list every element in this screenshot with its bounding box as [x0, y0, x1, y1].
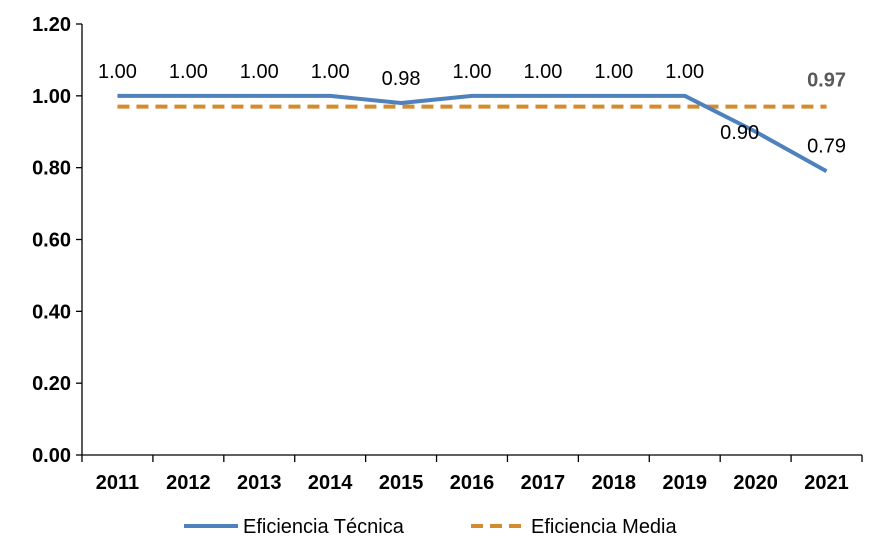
data-label-eficiencia-tecnica: 1.00	[594, 61, 633, 83]
legend-label-eficiencia-tecnica: Eficiencia Técnica	[243, 516, 405, 538]
x-tick-label: 2017	[521, 472, 566, 494]
y-tick-label: 0.00	[32, 445, 71, 467]
data-label-eficiencia-tecnica: 0.90	[720, 122, 759, 144]
data-labels: 1.00 1.00 1.00 1.00 0.98 1.00 1.00 1.00 1.00 0.90…	[98, 61, 846, 157]
data-label-eficiencia-media: 0.97	[807, 70, 846, 92]
data-label-eficiencia-tecnica: 1.00	[240, 61, 279, 83]
x-tick-label: 2016	[450, 472, 495, 494]
series-line-eficiencia-tecnica	[117, 93, 828, 174]
x-tick-label: 2021	[804, 472, 849, 494]
y-tick-label: 0.80	[32, 158, 71, 180]
data-label-eficiencia-tecnica: 1.00	[169, 61, 208, 83]
chart-axes	[81, 24, 862, 456]
legend-label-eficiencia-media: Eficiencia Media	[531, 516, 678, 538]
x-tick-label: 2011	[96, 472, 139, 494]
y-tick-label: 1.20	[32, 14, 71, 36]
x-tick-label: 2014	[308, 472, 353, 494]
y-tick-label: 0.40	[32, 301, 71, 323]
y-axis-ticks: 0.00 0.20 0.40 0.60 0.80 1.00 1.20	[32, 14, 82, 467]
data-label-eficiencia-tecnica: 0.98	[382, 68, 421, 90]
chart-legend: Eficiencia Técnica Eficiencia Media	[184, 516, 678, 538]
y-tick-label: 0.60	[32, 230, 71, 252]
data-label-eficiencia-tecnica: 1.00	[665, 61, 704, 83]
data-label-eficiencia-tecnica: 1.00	[523, 61, 562, 83]
data-label-eficiencia-tecnica: 0.79	[807, 135, 846, 157]
x-tick-label: 2013	[237, 472, 282, 494]
y-tick-label: 1.00	[32, 86, 71, 108]
x-tick-label: 2019	[662, 472, 707, 494]
y-tick-label: 0.20	[32, 373, 71, 395]
x-tick-label: 2015	[379, 472, 424, 494]
x-axis-ticks: 2011 2012 2013 2014 2015 2016 2017 2018 2019 2020…	[81, 455, 863, 494]
data-label-eficiencia-tecnica: 1.00	[453, 61, 492, 83]
chart-series	[117, 93, 828, 174]
x-tick-label: 2012	[166, 472, 211, 494]
x-tick-label: 2018	[592, 472, 637, 494]
data-label-eficiencia-tecnica: 1.00	[311, 61, 350, 83]
data-label-eficiencia-tecnica: 1.00	[98, 61, 137, 83]
x-tick-label: 2020	[733, 472, 778, 494]
